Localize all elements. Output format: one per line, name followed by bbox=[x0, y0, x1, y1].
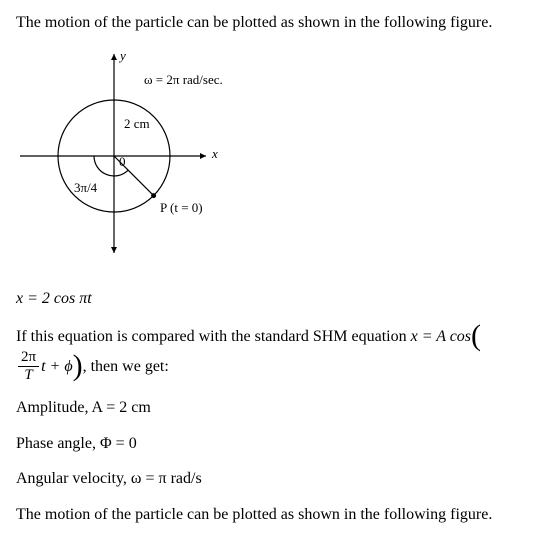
fraction-den: T bbox=[21, 367, 35, 383]
svg-text:P (t = 0): P (t = 0) bbox=[160, 200, 203, 215]
std-eq-mid: t + ϕ bbox=[41, 356, 73, 378]
std-eq-inner: 2π T t + ϕ bbox=[16, 350, 73, 383]
compare-pre-text: If this equation is compared with the st… bbox=[16, 326, 411, 348]
fraction-num: 2π bbox=[18, 350, 39, 367]
compare-line: If this equation is compared with the st… bbox=[16, 323, 526, 383]
phase-line: Phase angle, Φ = 0 bbox=[16, 433, 526, 455]
fraction: 2π T bbox=[18, 350, 39, 383]
figure-container: x y ω = 2π rad/sec. 2 cm 0 P (t = 0) 3π/4 bbox=[16, 48, 526, 258]
svg-text:y: y bbox=[118, 48, 126, 63]
svg-text:x: x bbox=[211, 146, 218, 161]
angular-line: Angular velocity, ω = π rad/s bbox=[16, 468, 526, 490]
svg-text:3π/4: 3π/4 bbox=[74, 180, 98, 195]
motion-diagram: x y ω = 2π rad/sec. 2 cm 0 P (t = 0) 3π/4 bbox=[16, 48, 226, 258]
amplitude-line: Amplitude, A = 2 cm bbox=[16, 397, 526, 419]
equation-main: x = 2 cos πt bbox=[16, 288, 526, 310]
intro-text: The motion of the particle can be plotte… bbox=[16, 12, 526, 34]
right-paren: ) bbox=[73, 352, 83, 379]
outro-text: The motion of the particle can be plotte… bbox=[16, 504, 526, 526]
left-paren: ( bbox=[471, 322, 481, 349]
compare-post-text: , then we get: bbox=[83, 356, 169, 378]
svg-text:2 cm: 2 cm bbox=[124, 116, 150, 131]
std-eq-lhs: x = A cos bbox=[411, 326, 471, 348]
svg-text:0: 0 bbox=[119, 154, 126, 169]
svg-text:ω = 2π rad/sec.: ω = 2π rad/sec. bbox=[144, 72, 223, 87]
